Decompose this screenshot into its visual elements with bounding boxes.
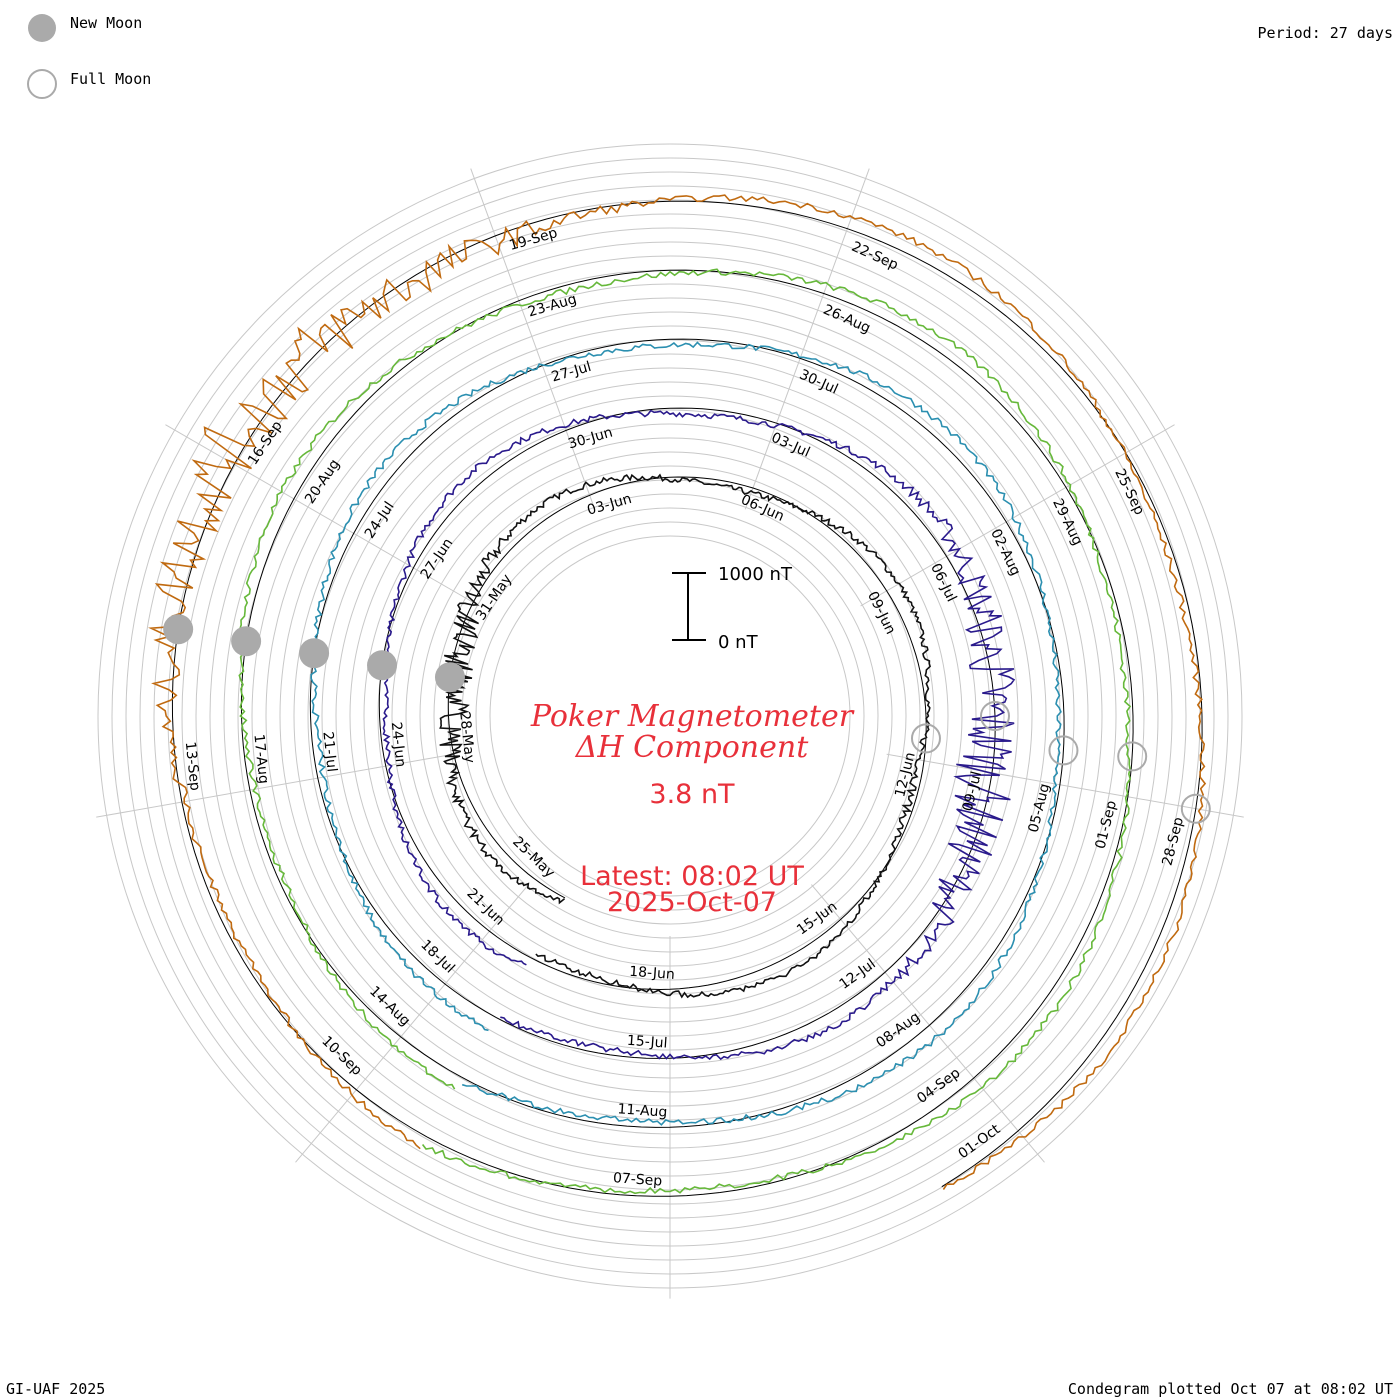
new-moon-marker [299,638,330,669]
latest-time: Latest: 08:02 UT [580,861,804,892]
full-moon-icon [27,69,57,99]
legend-new-moon-label: New Moon [70,14,142,32]
new-moon-marker [434,662,465,693]
date-label: 15-Jun [794,899,840,939]
chart-title-block: Poker Magnetometer ΔH Component 3.8 nT L… [530,699,855,918]
data-traces [148,194,1207,1197]
date-label: 07-Sep [612,1170,662,1189]
trace-cycle-2 [382,409,1016,1061]
grid-spoke [811,884,1045,1163]
trace-cycle-3 [310,341,1062,1126]
date-label: 06-Jun [738,492,786,525]
grid-spoke [165,424,480,607]
date-label: 18-Jul [417,937,457,977]
date-label: 03-Jun [585,491,633,519]
date-label: 17-Aug [250,733,271,784]
date-label: 20-Aug [302,457,343,507]
trace-cycle-4 [237,268,1132,1195]
date-label: 28-May [456,711,477,764]
date-label: 29-Aug [1049,496,1085,548]
footer-plotted: Condegram plotted Oct 07 at 08:02 UT [1068,1380,1393,1398]
grid-ring [461,507,879,925]
date-label: 24-Jun [388,721,409,768]
date-label: 19-Sep [507,225,559,254]
latest-date: 2025-Oct-07 [607,887,777,918]
date-label: 30-Jun [566,425,614,453]
grid-spoke [744,168,870,510]
date-label: 24-Jul [362,499,398,542]
date-label: 18-Jun [629,964,676,983]
date-label: 09-Jun [864,589,898,637]
footer-credit: GI-UAF 2025 [6,1380,105,1398]
date-label: 06-Jul [927,561,959,604]
legend: New Moon Full Moon [27,14,151,99]
new-moon-marker [231,626,262,657]
grid-spoke [295,884,529,1163]
date-label: 28-Sep [1160,816,1187,868]
grid-spoke [96,753,454,818]
date-label: 15-Jul [626,1033,668,1052]
full-moon-marker [1117,741,1148,772]
date-label: 12-Jul [837,956,879,993]
grid-spoke [470,168,596,510]
chart-subtitle: ΔH Component [575,730,809,765]
scale-bottom-label: 0 nT [718,632,759,653]
chart-title: Poker Magnetometer [530,699,855,734]
date-label: 01-Sep [1093,799,1120,851]
grid-spoke [886,753,1244,818]
date-label: 13-Sep [182,741,203,792]
baseline-cycle-3 [309,338,1065,1128]
date-label: 21-Jun [464,886,508,929]
current-value: 3.8 nT [649,779,735,810]
grid-ring [489,535,851,897]
period-label: Period: 27 days [1258,24,1393,42]
baseline-cycle-2 [378,407,996,1059]
new-moon-icon [28,14,56,42]
date-label: 14-Aug [366,983,413,1029]
grid-spokes [96,168,1244,1299]
date-label: 16-Sep [245,418,286,468]
full-moon-marker [910,723,941,754]
grid-spoke [860,424,1175,607]
trace-cycle-5 [148,194,1207,1190]
grid-ring [475,521,865,911]
full-moon-marker [1048,735,1079,766]
new-moon-marker [163,614,194,645]
date-label: 11-Aug [617,1101,668,1120]
scale-bar: 1000 nT 0 nT [672,564,793,653]
moon-markers [163,614,1211,824]
trace-cycle-1 [439,473,932,999]
scale-top-label: 1000 nT [718,564,793,585]
date-label: 31-May [473,571,515,623]
full-moon-marker [980,701,1010,731]
full-moon-marker [1180,793,1211,824]
date-label: 22-Sep [849,239,901,274]
date-label: 21-Jul [319,731,339,773]
date-label: 23-Aug [526,291,578,320]
baseline-cycle-5 [171,200,1203,1188]
legend-full-moon-label: Full Moon [70,70,151,88]
date-label: 10-Sep [318,1033,365,1079]
date-label: 25-May [509,834,557,882]
date-label: 01-Oct [955,1121,1003,1162]
new-moon-marker [367,650,398,681]
